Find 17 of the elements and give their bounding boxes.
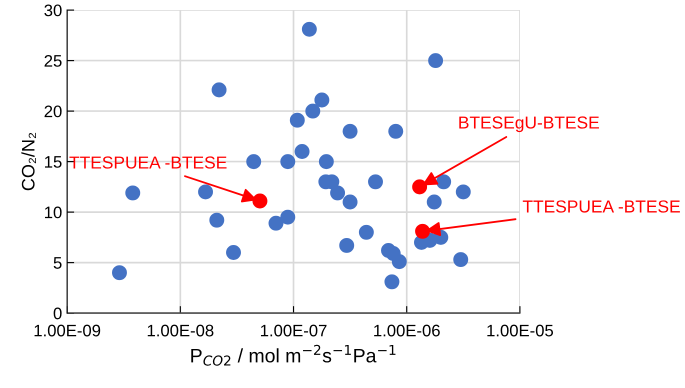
y-tick-label: 5 — [54, 257, 62, 269]
x-tick-label: 1.00E-08 — [148, 324, 214, 336]
annotation: TTESPUEA -BTESE — [69, 156, 227, 169]
y-tick-label: 25 — [44, 54, 62, 67]
x-tick-label: 1.00E-06 — [374, 324, 440, 336]
y-tick-label: 15 — [45, 156, 62, 168]
y-tick-label: 20 — [44, 106, 62, 118]
x-tick-label: 1.00E-05 — [487, 324, 554, 336]
y-tick-label: 0 — [54, 308, 62, 320]
x-tick-label: 1.00E-09 — [34, 324, 100, 336]
y-tick-label: 30 — [44, 4, 62, 16]
x-axis-title: P$_{CO2}$ / mol m$^{−2}$s$^{−1}$Pa$^{−1}$ — [191, 344, 396, 366]
y-tick-label: 10 — [45, 206, 62, 218]
annotation: TTESPUEA -BTESE — [522, 200, 680, 213]
annotation: BTESEgU-BTESE — [459, 116, 599, 132]
x-tick-label: 1.00E-07 — [260, 324, 327, 336]
y-axis-title: CO₂/N₂ — [21, 132, 36, 190]
